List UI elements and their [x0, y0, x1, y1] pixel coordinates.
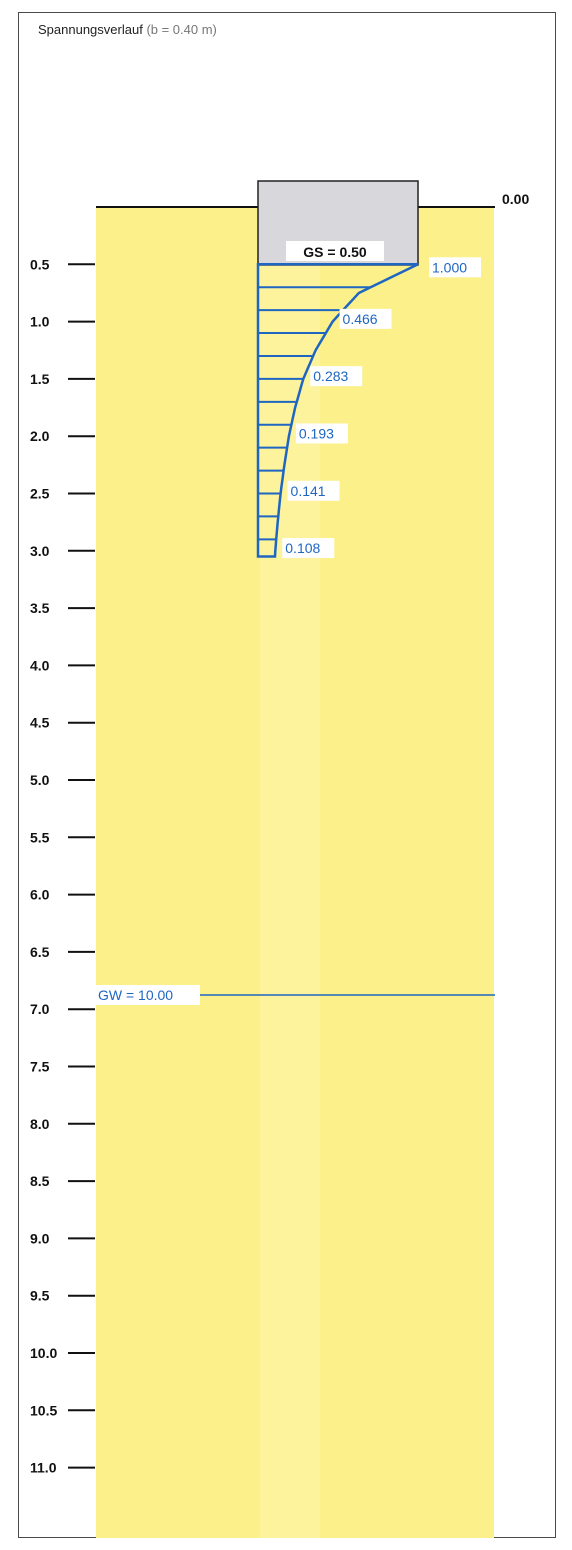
soil-highlight	[260, 207, 320, 1538]
depth-tick-label: 11.0	[30, 1460, 57, 1476]
depth-tick-label: 6.0	[30, 887, 50, 903]
depth-tick-label: 2.0	[30, 428, 50, 444]
stress-value-label: 0.108	[285, 540, 320, 556]
stress-value-label: 1.000	[432, 259, 467, 275]
diagram-title: Spannungsverlauf (b = 0.40 m)	[38, 22, 217, 37]
depth-tick-label: 1.5	[30, 371, 50, 387]
groundwater-label-bg	[96, 985, 200, 1005]
stress-label-bg	[287, 480, 340, 501]
depth-tick-label: 0.5	[30, 256, 50, 272]
depth-tick-label: 5.0	[30, 772, 50, 788]
stress-value-label: 0.283	[313, 368, 348, 384]
top-level-label: 0.00	[502, 191, 529, 207]
depth-tick-label: 9.5	[30, 1288, 50, 1304]
stress-value-label: 0.466	[343, 311, 378, 327]
stress-label-bg	[295, 423, 348, 444]
stress-label-bg	[310, 366, 363, 387]
depth-tick-label: 7.0	[30, 1001, 50, 1017]
depth-tick-label: 10.0	[30, 1345, 57, 1361]
depth-tick-label: 2.5	[30, 486, 50, 502]
depth-tick-label: 7.5	[30, 1059, 50, 1075]
stress-label-bg	[339, 308, 392, 329]
stress-value-label: 0.141	[291, 483, 326, 499]
stress-label-bg	[282, 538, 335, 559]
depth-tick-label: 10.5	[30, 1402, 57, 1418]
depth-tick-label: 8.0	[30, 1116, 50, 1132]
depth-tick-label: 9.0	[30, 1230, 50, 1246]
foundation-label: GS = 0.50	[303, 244, 367, 260]
stress-label-bg	[429, 257, 481, 278]
depth-tick-label: 8.5	[30, 1173, 50, 1189]
depth-tick-label: 1.0	[30, 314, 50, 330]
depth-tick-label: 3.0	[30, 543, 50, 559]
depth-tick-label: 4.0	[30, 657, 50, 673]
depth-tick-label: 5.5	[30, 829, 50, 845]
depth-tick-label: 6.5	[30, 944, 50, 960]
diagram-title-width: (b = 0.40 m)	[146, 22, 217, 37]
groundwater-label: GW = 10.00	[98, 987, 173, 1003]
stress-value-label: 0.193	[299, 425, 334, 441]
depth-axis: 0.5 1.0 1.5 2.0 2.5 3.0 3.5 4.0 4.5 5.0 5.5 6.0 6.5 7…	[30, 256, 95, 1476]
foundation-label-bg	[286, 241, 384, 261]
depth-tick-label: 3.5	[30, 600, 50, 616]
stress-value-labels: 1.000 0.466 0.283 0.193 0.141 0.108	[282, 257, 481, 559]
depth-tick-label: 4.5	[30, 715, 50, 731]
